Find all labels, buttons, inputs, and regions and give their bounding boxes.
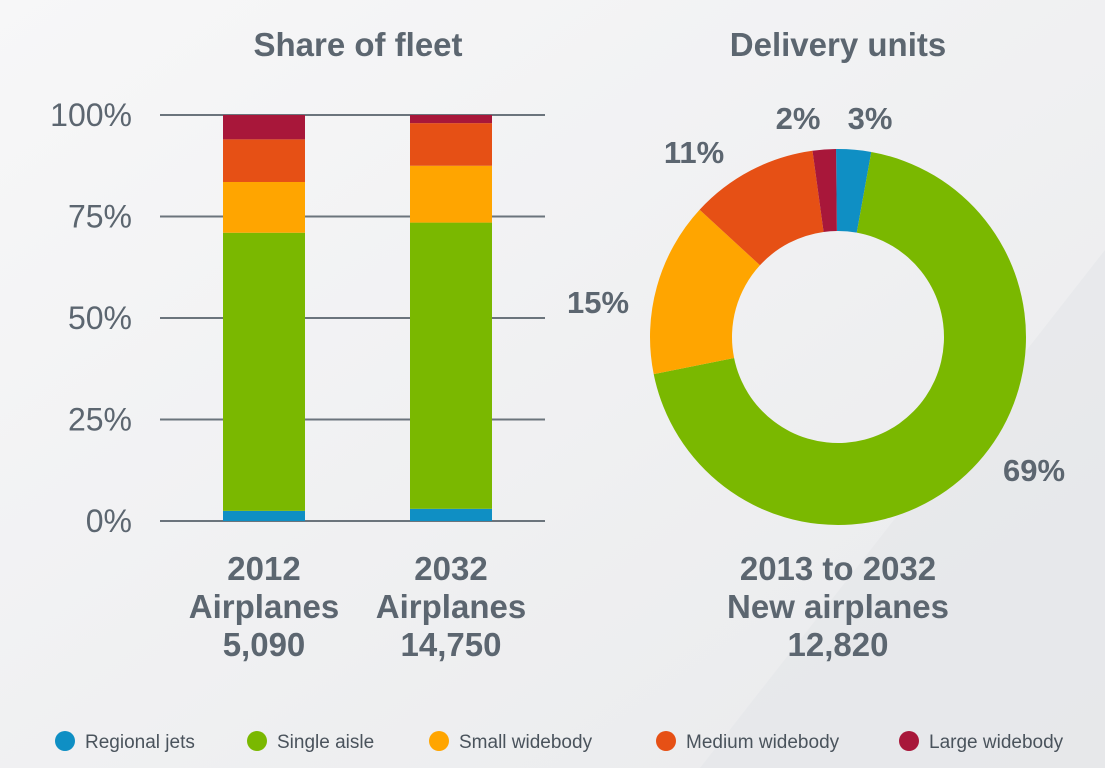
donut-caption-line1: 2013 to 2032: [740, 550, 936, 587]
donut-caption-line2: New airplanes: [727, 588, 949, 625]
donut-slice-medium-widebody: [699, 150, 824, 266]
bar-segment-single-aisle: [410, 222, 492, 509]
legend-swatch-single-aisle: [247, 731, 267, 751]
x-category-label: 2032: [414, 550, 487, 587]
bar-segment-small-widebody: [223, 181, 305, 233]
bar-segment-medium-widebody: [223, 139, 305, 182]
donut-label-small-widebody: 15%: [567, 285, 629, 320]
legend-label-medium-widebody: Medium widebody: [686, 732, 840, 753]
bar-segment-large-widebody: [410, 115, 492, 124]
bar-segment-single-aisle: [223, 232, 305, 511]
x-category-label: 2012: [227, 550, 300, 587]
x-category-label: Airplanes: [189, 588, 339, 625]
donut-label-medium-widebody: 11%: [664, 135, 724, 170]
donut-slice-regional-jets: [836, 149, 872, 233]
y-tick-label: 25%: [68, 402, 132, 438]
legend-swatch-regional-jets: [55, 731, 75, 751]
bar-segment-regional-jets: [223, 510, 305, 521]
donut-caption: 2013 to 2032 New airplanes 12,820: [727, 550, 949, 663]
x-category-label: 14,750: [401, 626, 502, 663]
bar-segment-regional-jets: [410, 508, 492, 521]
donut-chart: [650, 149, 1026, 525]
legend-swatch-medium-widebody: [656, 731, 676, 751]
donut-label-single-aisle: 69%: [1003, 453, 1065, 488]
legend-label-small-widebody: Small widebody: [459, 732, 593, 753]
y-tick-label: 0%: [86, 503, 132, 539]
x-category-label: 5,090: [223, 626, 306, 663]
donut-label-large-widebody: 2%: [776, 101, 821, 136]
donut-slice-single-aisle: [653, 151, 1026, 525]
legend: Regional jets Single aisle Small widebody M…: [55, 731, 1064, 753]
legend-label-large-widebody: Large widebody: [929, 732, 1064, 753]
y-tick-label: 75%: [68, 199, 132, 235]
legend-swatch-small-widebody: [429, 731, 449, 751]
bar-chart-title: Share of fleet: [253, 26, 462, 63]
bar-segment-medium-widebody: [410, 123, 492, 166]
bar-chart-stacks: [223, 115, 492, 521]
legend-label-regional-jets: Regional jets: [85, 732, 195, 753]
bar-segment-large-widebody: [223, 115, 305, 140]
y-tick-label: 50%: [68, 300, 132, 336]
bar-segment-small-widebody: [410, 165, 492, 223]
legend-label-single-aisle: Single aisle: [277, 732, 374, 753]
donut-caption-line3: 12,820: [788, 626, 889, 663]
donut-chart-title: Delivery units: [730, 26, 946, 63]
legend-swatch-large-widebody: [899, 731, 919, 751]
donut-slice-labels: 3% 69% 15% 11% 2%: [567, 101, 1065, 488]
y-tick-label: 100%: [50, 97, 132, 133]
x-category-label: Airplanes: [376, 588, 526, 625]
donut-label-regional-jets: 3%: [848, 101, 893, 136]
donut-slice-small-widebody: [650, 209, 760, 375]
donut-slice-large-widebody: [812, 149, 837, 232]
